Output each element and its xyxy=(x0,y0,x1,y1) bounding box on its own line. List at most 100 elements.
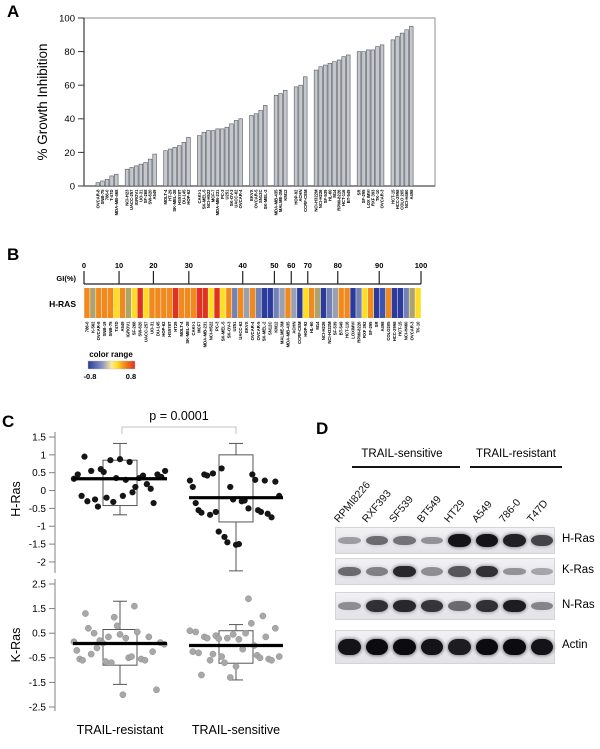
scatter-point xyxy=(203,634,211,642)
color-range-min: -0.8 xyxy=(84,372,97,381)
heatmap-cell-label: DU-145 xyxy=(155,321,160,336)
scatter-point xyxy=(189,648,197,656)
scatter-point xyxy=(224,539,231,546)
heatmap-cell xyxy=(368,288,374,318)
scatter-point xyxy=(235,541,242,548)
bar xyxy=(206,130,211,187)
heatmap-cell-label: T47D xyxy=(114,322,119,332)
gi-tick-label: 10 xyxy=(115,261,123,270)
bar-label: HOP-92 xyxy=(294,189,299,205)
bar xyxy=(104,178,110,187)
scatter-point xyxy=(268,656,275,664)
bar xyxy=(186,136,191,187)
heatmap-cell-label: LOXIMVI xyxy=(350,322,355,339)
heatmap-cell xyxy=(267,288,273,318)
bar xyxy=(152,153,157,187)
bar-label: HCT-15 xyxy=(390,189,395,204)
heatmap-cell xyxy=(332,288,338,318)
blot-row-label-nras: N-Ras xyxy=(562,599,595,611)
trail-resistant-underline xyxy=(470,466,562,468)
bar-label: ACHN xyxy=(298,190,303,202)
bar xyxy=(409,26,414,187)
bar-label: M14 xyxy=(332,189,337,198)
heatmap-cell xyxy=(119,288,126,318)
scatter-point xyxy=(84,498,91,505)
scatter-point xyxy=(113,622,121,630)
y-tick-label: -1.5 xyxy=(29,540,47,551)
scatter-point xyxy=(78,492,85,500)
heatmap-cell-label: SNB-19 xyxy=(102,321,107,337)
heatmap-cell-label: U251 xyxy=(232,321,237,332)
scatter-point xyxy=(257,508,265,516)
heatmap-cell xyxy=(243,288,250,318)
scatter-point xyxy=(88,467,95,475)
panel-b-letter: B xyxy=(7,245,19,264)
blot-band xyxy=(420,567,444,576)
heatmap-cell xyxy=(409,288,415,318)
bar xyxy=(147,158,153,187)
scatter-point xyxy=(249,471,256,478)
bar-label: HL-60 xyxy=(327,189,332,201)
blot-band xyxy=(338,566,361,577)
scatter-point xyxy=(268,514,275,521)
heatmap-cell xyxy=(261,288,268,318)
bar xyxy=(114,173,119,187)
heatmap-cell-label: HCT-15 xyxy=(398,321,403,336)
heatmap-cell-label: CCRF-CEM xyxy=(297,321,302,344)
blot-row-label-hras: H-Ras xyxy=(562,533,595,545)
group-label-trail-sensitive: TRAIL-sensitive xyxy=(192,723,280,737)
scatter-point xyxy=(81,453,88,460)
scatter-point xyxy=(128,653,135,660)
heatmap-cell xyxy=(84,288,90,318)
scatter-point xyxy=(221,659,228,667)
heatmap-cell xyxy=(113,288,120,318)
heatmap-cell-label: OVCAR-3 xyxy=(410,321,415,341)
panel-a-letter: A xyxy=(7,2,19,21)
bar-label: COLO 205 xyxy=(400,189,405,210)
bar xyxy=(370,49,376,187)
bar xyxy=(181,142,187,187)
heatmap-cell-label: KM12 xyxy=(274,321,279,333)
scatter-point xyxy=(224,634,231,642)
scatter-point xyxy=(149,648,156,656)
bar-label: MCF-7 xyxy=(211,189,216,202)
bar-label: TK-10 xyxy=(375,189,380,201)
bar xyxy=(404,29,409,187)
heatmap-cell xyxy=(131,288,137,318)
bar-label: NCI-H522 xyxy=(206,189,211,208)
bar-label: SK-MEL-2 xyxy=(263,189,268,209)
panel-a-y-axis-label: % Growth Inhibition xyxy=(35,43,50,160)
bar-label: OVCAR-3 xyxy=(380,189,385,209)
bar-label: MDA-MB-231 xyxy=(215,189,220,215)
bar-label: CAKI-1 xyxy=(197,189,202,204)
bar-label: HCC-2998 xyxy=(395,189,400,209)
y-tick-label: -2 xyxy=(37,557,46,568)
bar-label: SK-MEL-5 xyxy=(201,189,206,209)
bar xyxy=(258,110,263,187)
heatmap-cell-label: UACC-62 xyxy=(238,321,243,340)
heatmap-cell-label: SN12C xyxy=(268,322,273,336)
heatmap-cell-label: SK-MEL-2 xyxy=(262,321,267,341)
y-tick-label: 100 xyxy=(59,13,75,24)
gi-tick-label: 80 xyxy=(334,261,342,270)
heatmap-cell xyxy=(279,288,285,318)
scatter-point xyxy=(212,508,219,516)
bar-label: A498 xyxy=(409,189,414,200)
scatter-point xyxy=(129,489,136,496)
bar-label: DU-145 xyxy=(181,189,186,204)
heatmap-cell xyxy=(178,288,185,318)
heatmap-cell xyxy=(397,288,404,318)
bar-label: NCI-H23 xyxy=(125,189,130,206)
blot-band xyxy=(475,639,499,655)
scatter-point xyxy=(74,471,81,478)
gi-tick-label: 40 xyxy=(239,261,247,270)
heatmap-cell-label: NCI-H226 xyxy=(321,321,326,340)
y-tick-label: 1.5 xyxy=(32,604,46,615)
scatter-point xyxy=(189,483,196,491)
y-tick-label: -2.5 xyxy=(29,702,47,713)
heatmap-cell xyxy=(172,288,179,318)
heatmap-cell-label: MDA-MB-435 xyxy=(285,321,290,347)
scatter-point xyxy=(122,634,130,642)
bar xyxy=(390,39,396,187)
